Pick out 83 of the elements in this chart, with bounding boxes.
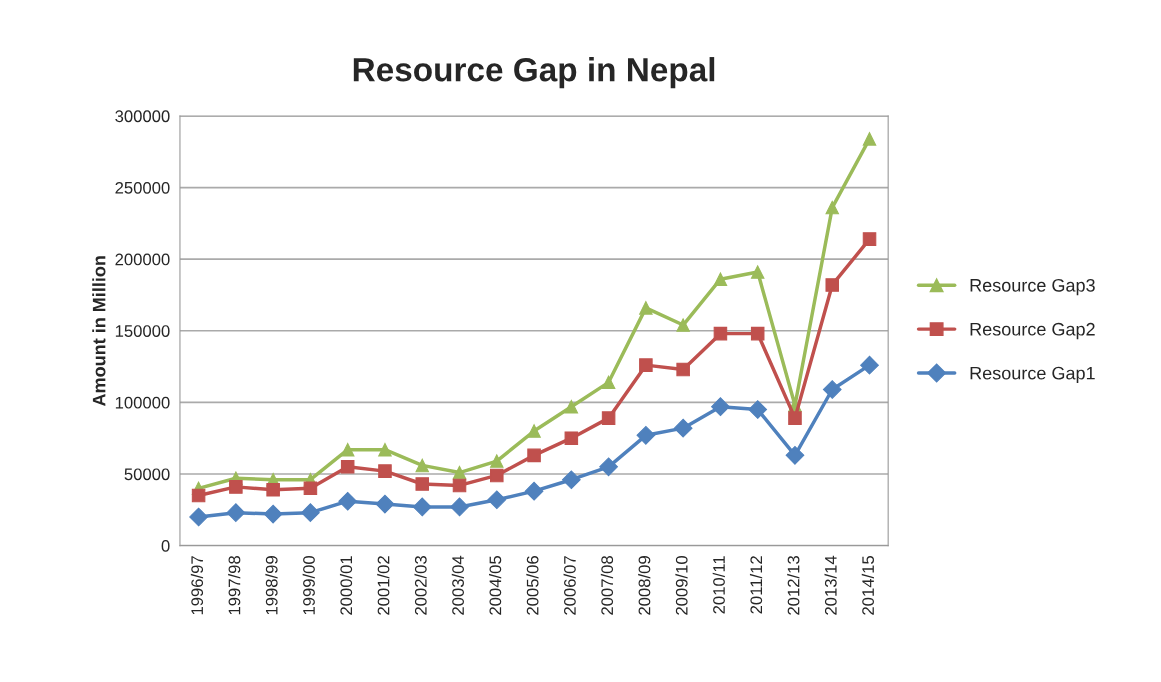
- point: [412, 497, 432, 517]
- y-tick-label: 300000: [115, 110, 170, 123]
- x-tick-label: 2007/08: [600, 556, 614, 615]
- point: [785, 446, 805, 465]
- x-tick-label: 2001/02: [377, 556, 390, 615]
- x-tick-label: 2009/10: [675, 555, 688, 615]
- point: [340, 460, 355, 474]
- point: [375, 494, 395, 514]
- point: [639, 301, 653, 315]
- point: [750, 265, 765, 279]
- point: [788, 411, 802, 425]
- x-tick-label: 2005/06: [526, 556, 539, 615]
- point: [750, 326, 765, 341]
- y-tick-label: 150000: [115, 325, 170, 337]
- legend-label: Resource Gap3: [970, 278, 1095, 296]
- x-tick-label: 2013/14: [824, 555, 837, 615]
- point: [450, 497, 469, 517]
- x-tick-label: 2006/07: [563, 556, 576, 615]
- point: [599, 457, 618, 477]
- point: [378, 464, 392, 478]
- y-tick-label: 100000: [115, 396, 170, 409]
- point: [676, 362, 690, 377]
- point: [338, 491, 358, 511]
- chart-title: Resource Gap in Nepal: [353, 57, 715, 89]
- point: [490, 468, 504, 483]
- point: [487, 490, 507, 510]
- x-tick-label: 2011/12: [749, 556, 763, 614]
- point: [601, 375, 616, 390]
- legend-label: Resource Gap2: [970, 322, 1095, 340]
- x-tick-label: 2004/05: [489, 556, 502, 615]
- y-axis-title: Amount in Million: [92, 256, 106, 407]
- point: [825, 278, 840, 292]
- point: [601, 411, 616, 425]
- x-tick-label: 2002/03: [414, 556, 427, 615]
- point: [301, 503, 320, 523]
- point: [639, 358, 653, 372]
- point: [189, 507, 208, 527]
- point: [415, 458, 430, 473]
- point: [527, 424, 541, 438]
- point: [266, 482, 280, 497]
- point: [860, 355, 879, 375]
- y-tick-label: 50000: [124, 468, 170, 481]
- point: [713, 326, 728, 341]
- point: [711, 397, 730, 417]
- point: [748, 400, 768, 419]
- x-tick-label: 1998/99: [265, 556, 278, 615]
- point: [226, 503, 246, 523]
- y-tick-label: 250000: [115, 181, 170, 194]
- point: [490, 454, 504, 468]
- point: [415, 477, 430, 491]
- point: [676, 318, 690, 332]
- point: [378, 442, 392, 457]
- point: [527, 448, 541, 463]
- point: [564, 431, 579, 445]
- point: [452, 465, 467, 480]
- point: [340, 442, 355, 457]
- point: [191, 488, 206, 503]
- x-tick-label: 1996/97: [190, 556, 204, 615]
- x-tick-label: 2008/09: [638, 556, 651, 615]
- x-tick-label: 1997/98: [228, 556, 241, 615]
- point: [303, 481, 318, 496]
- point: [524, 481, 544, 501]
- point: [452, 478, 467, 493]
- x-tick-label: 2010/11: [712, 556, 725, 614]
- legend-label: Resource Gap1: [970, 366, 1095, 384]
- x-tick-label: 2014/15: [861, 556, 874, 615]
- x-tick-label: 2012/13: [787, 556, 800, 615]
- point: [229, 480, 243, 494]
- point: [561, 470, 581, 490]
- x-tick-label: 2000/01: [339, 556, 353, 615]
- point: [564, 399, 579, 414]
- x-tick-label: 2003/04: [451, 555, 464, 615]
- point: [862, 132, 877, 146]
- point: [822, 380, 842, 399]
- point: [862, 232, 877, 246]
- point: [636, 425, 656, 445]
- point: [825, 200, 840, 215]
- y-tick-label: 200000: [115, 253, 170, 266]
- point: [673, 418, 693, 438]
- x-tick-label: 1999/00: [302, 555, 315, 615]
- point: [263, 504, 283, 524]
- point: [713, 272, 728, 286]
- y-tick-label: 0: [161, 540, 170, 552]
